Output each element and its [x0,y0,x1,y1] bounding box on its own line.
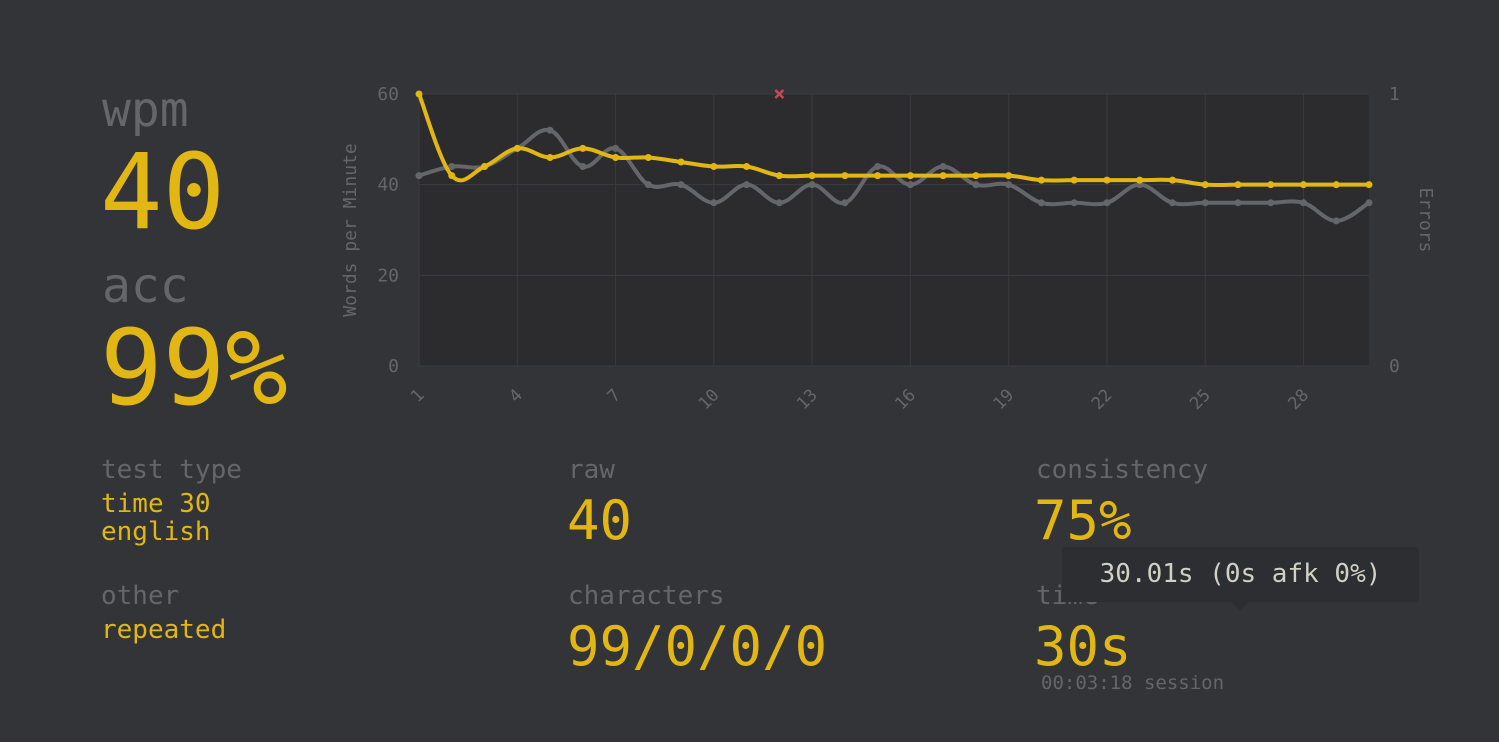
raw-series-point [972,181,980,189]
x-tick-label: 1 [407,385,428,406]
tooltip-arrow [1231,602,1249,611]
y2-tick-label: 0 [1389,356,1400,377]
raw-series-point [579,163,587,171]
wpm-series-point [743,163,751,171]
wpm-label: wpm [102,82,189,138]
raw-series-point [874,163,882,171]
plot-area [419,94,1369,366]
wpm-series-point [1332,181,1340,189]
y-axis-title: Words per Minute [340,143,361,316]
wpm-series-point [415,90,423,98]
x-tick-label: 22 [1088,385,1117,414]
time-value[interactable]: 30s [1034,615,1132,678]
wpm-series-point [1136,176,1144,184]
raw-series-point [1234,199,1242,207]
raw-series-point [1201,199,1209,207]
raw-series-point [415,172,423,180]
wpm-series-point [1168,176,1176,184]
wpm-series-point [1299,181,1307,189]
wpm-series-point [808,172,816,180]
raw-series-point [1267,199,1275,207]
wpm-series-point [644,153,652,161]
raw-series-point [1103,199,1111,207]
x-tick-label: 28 [1284,385,1313,414]
x-tick-label: 10 [695,385,724,414]
raw-series-point [1037,199,1045,207]
y2-tick-label: 1 [1389,84,1400,105]
consistency-value[interactable]: 75% [1034,489,1132,552]
x-tick-label: 25 [1186,385,1215,414]
characters-value[interactable]: 99/0/0/0 [567,615,828,678]
raw-series-point [612,144,620,152]
x-tick-label: 4 [505,385,526,406]
wpm-series-point [972,172,980,180]
test-type-mode: time 30 [101,489,211,519]
raw-series-point [1005,181,1013,189]
acc-value[interactable]: 99% [100,307,288,429]
raw-series-point [644,181,652,189]
y-tick-label: 20 [377,265,399,286]
raw-label: raw [568,455,615,485]
x-tick-label: 16 [891,385,920,414]
wpm-series-point [906,172,914,180]
raw-series-point [1365,199,1373,207]
y-tick-label: 60 [377,84,399,105]
wpm-series-point [546,153,554,161]
y2-axis-title: Errors [1415,187,1436,252]
wpm-series-point [579,144,587,152]
wpm-series-point [1267,181,1275,189]
time-tooltip: 30.01s (0s afk 0%) [1062,547,1419,602]
acc-label: acc [102,258,189,314]
consistency-label: consistency [1036,455,1209,485]
wpm-series-point [1201,181,1209,189]
wpm-series-point [1234,181,1242,189]
wpm-series-point [775,172,783,180]
raw-series-point [906,181,914,189]
wpm-series-point [481,163,489,171]
session-time: 00:03:18 session [1041,672,1225,694]
test-type-label: test type [101,455,242,485]
error-marker [774,89,785,99]
raw-series-point [743,181,751,189]
wpm-series-point [513,144,521,152]
raw-series-point [808,181,816,189]
wpm-series-point [939,172,947,180]
wpm-series-point [1365,181,1373,189]
wpm-series-point [1070,176,1078,184]
raw-series-point [710,199,718,207]
raw-series-point [1299,199,1307,207]
other-label: other [101,581,180,611]
raw-series-point [448,163,456,171]
y-tick-label: 40 [377,175,399,196]
x-tick-label: 7 [604,385,625,406]
wpm-series-point [1005,172,1013,180]
wpm-series-point [710,163,718,171]
raw-series-point [677,181,685,189]
y-tick-label: 0 [388,356,399,377]
raw-series-point [546,126,554,134]
wpm-series-point [841,172,849,180]
raw-series-point [939,163,947,171]
raw-series-point [1070,199,1078,207]
raw-value[interactable]: 40 [567,489,633,552]
x-tick-label: 13 [793,385,822,414]
raw-series-point [1168,199,1176,207]
other-value: repeated [101,615,227,645]
raw-series-point [775,199,783,207]
wpm-series-point [448,172,456,180]
error-marker-stroke [774,89,785,99]
raw-series-point [841,199,849,207]
wpm-series-point [874,172,882,180]
wpm-series-point [1037,176,1045,184]
test-type-language: english [101,517,211,547]
wpm-series-point [1103,176,1111,184]
wpm-value[interactable]: 40 [100,131,226,253]
wpm-series-point [677,158,685,166]
wpm-series-point [612,153,620,161]
raw-series-point [1332,217,1340,225]
characters-label: characters [568,581,725,611]
x-tick-label: 19 [990,385,1019,414]
